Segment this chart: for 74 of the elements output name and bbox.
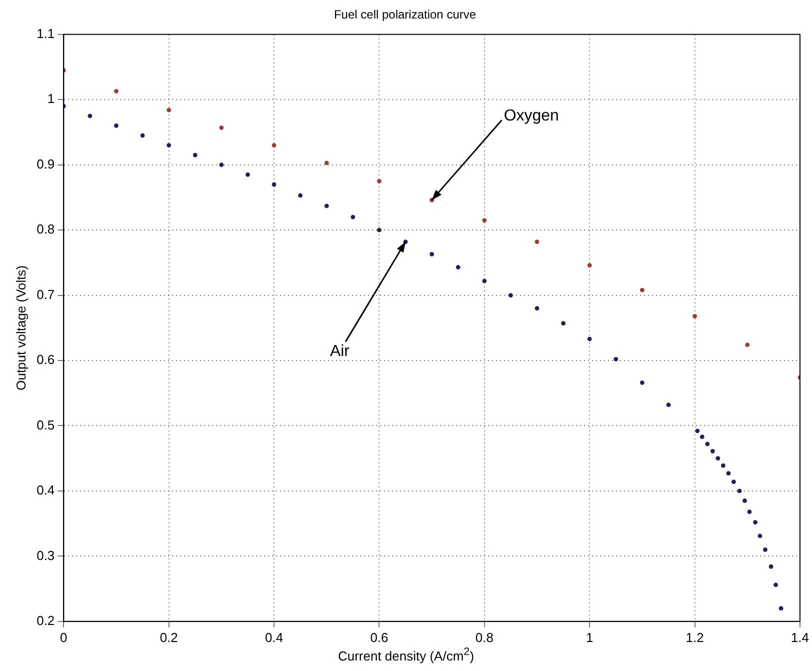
y-tick-label: 0.7 bbox=[36, 286, 55, 302]
point bbox=[720, 463, 726, 468]
point bbox=[219, 162, 224, 168]
point bbox=[219, 125, 224, 130]
point bbox=[482, 218, 487, 222]
x-tick-label: 1.2 bbox=[686, 630, 704, 645]
point bbox=[587, 336, 592, 342]
point bbox=[114, 88, 118, 94]
point bbox=[705, 442, 710, 446]
point bbox=[700, 434, 704, 440]
y-tick-label: 0.8 bbox=[36, 222, 55, 237]
point bbox=[768, 564, 774, 569]
point bbox=[640, 288, 644, 292]
y-tick-label: 0.2 bbox=[36, 612, 55, 628]
point bbox=[272, 182, 276, 187]
y-axis-title: Output voltage (Volts) bbox=[13, 265, 28, 390]
y-tick-label: 0.5 bbox=[36, 417, 55, 432]
annotation: Oxygen bbox=[504, 107, 559, 124]
x-tick-label: 0 bbox=[60, 630, 68, 645]
point bbox=[732, 480, 736, 484]
point bbox=[88, 114, 92, 118]
point bbox=[737, 488, 742, 494]
point bbox=[298, 193, 303, 198]
point bbox=[778, 606, 784, 611]
y-tick-label: 1.1 bbox=[36, 26, 55, 41]
point bbox=[726, 471, 731, 476]
point bbox=[640, 380, 644, 385]
x-tick-label: 0.6 bbox=[370, 630, 388, 645]
y-tick-label: 1 bbox=[47, 91, 55, 106]
point bbox=[166, 143, 172, 148]
point bbox=[508, 293, 513, 298]
point bbox=[758, 534, 762, 538]
point bbox=[753, 520, 758, 524]
point bbox=[742, 498, 747, 503]
point bbox=[430, 252, 434, 256]
point bbox=[747, 510, 752, 514]
point bbox=[377, 228, 382, 232]
point bbox=[534, 240, 540, 244]
point bbox=[192, 152, 198, 158]
point bbox=[324, 160, 329, 166]
y-tick-label: 0.6 bbox=[36, 352, 55, 368]
point bbox=[324, 204, 329, 208]
point bbox=[614, 357, 618, 362]
point bbox=[745, 342, 750, 348]
point bbox=[561, 321, 566, 326]
x-tick-label: 0.2 bbox=[160, 630, 178, 645]
x-tick-label: 0.8 bbox=[475, 630, 494, 645]
point bbox=[692, 314, 697, 318]
x-tick-label: 0.4 bbox=[265, 630, 284, 645]
point bbox=[695, 428, 700, 434]
point bbox=[114, 124, 118, 128]
point bbox=[763, 547, 768, 552]
point bbox=[774, 582, 778, 588]
point bbox=[482, 278, 487, 284]
point bbox=[272, 143, 276, 148]
point bbox=[377, 178, 382, 184]
point bbox=[666, 402, 671, 408]
point bbox=[140, 133, 145, 138]
y-tick-label: 0.4 bbox=[36, 482, 55, 498]
annotation: Air bbox=[330, 343, 350, 360]
point bbox=[246, 172, 250, 177]
y-tick-label: 0.9 bbox=[36, 156, 55, 172]
x-axis-title: Current density (A/cm$^{2}$) bbox=[336, 646, 476, 664]
x-tick-label: 1.4 bbox=[790, 630, 810, 645]
point bbox=[166, 108, 172, 112]
point bbox=[534, 306, 540, 311]
point bbox=[350, 214, 356, 220]
point bbox=[456, 265, 460, 270]
point bbox=[587, 263, 592, 268]
point bbox=[716, 456, 720, 461]
y-tick-label: 0.3 bbox=[36, 548, 55, 563]
chart-title: Fuel cell polarization curve bbox=[334, 8, 476, 22]
x-tick-label: 1 bbox=[586, 630, 594, 645]
point bbox=[710, 448, 715, 454]
